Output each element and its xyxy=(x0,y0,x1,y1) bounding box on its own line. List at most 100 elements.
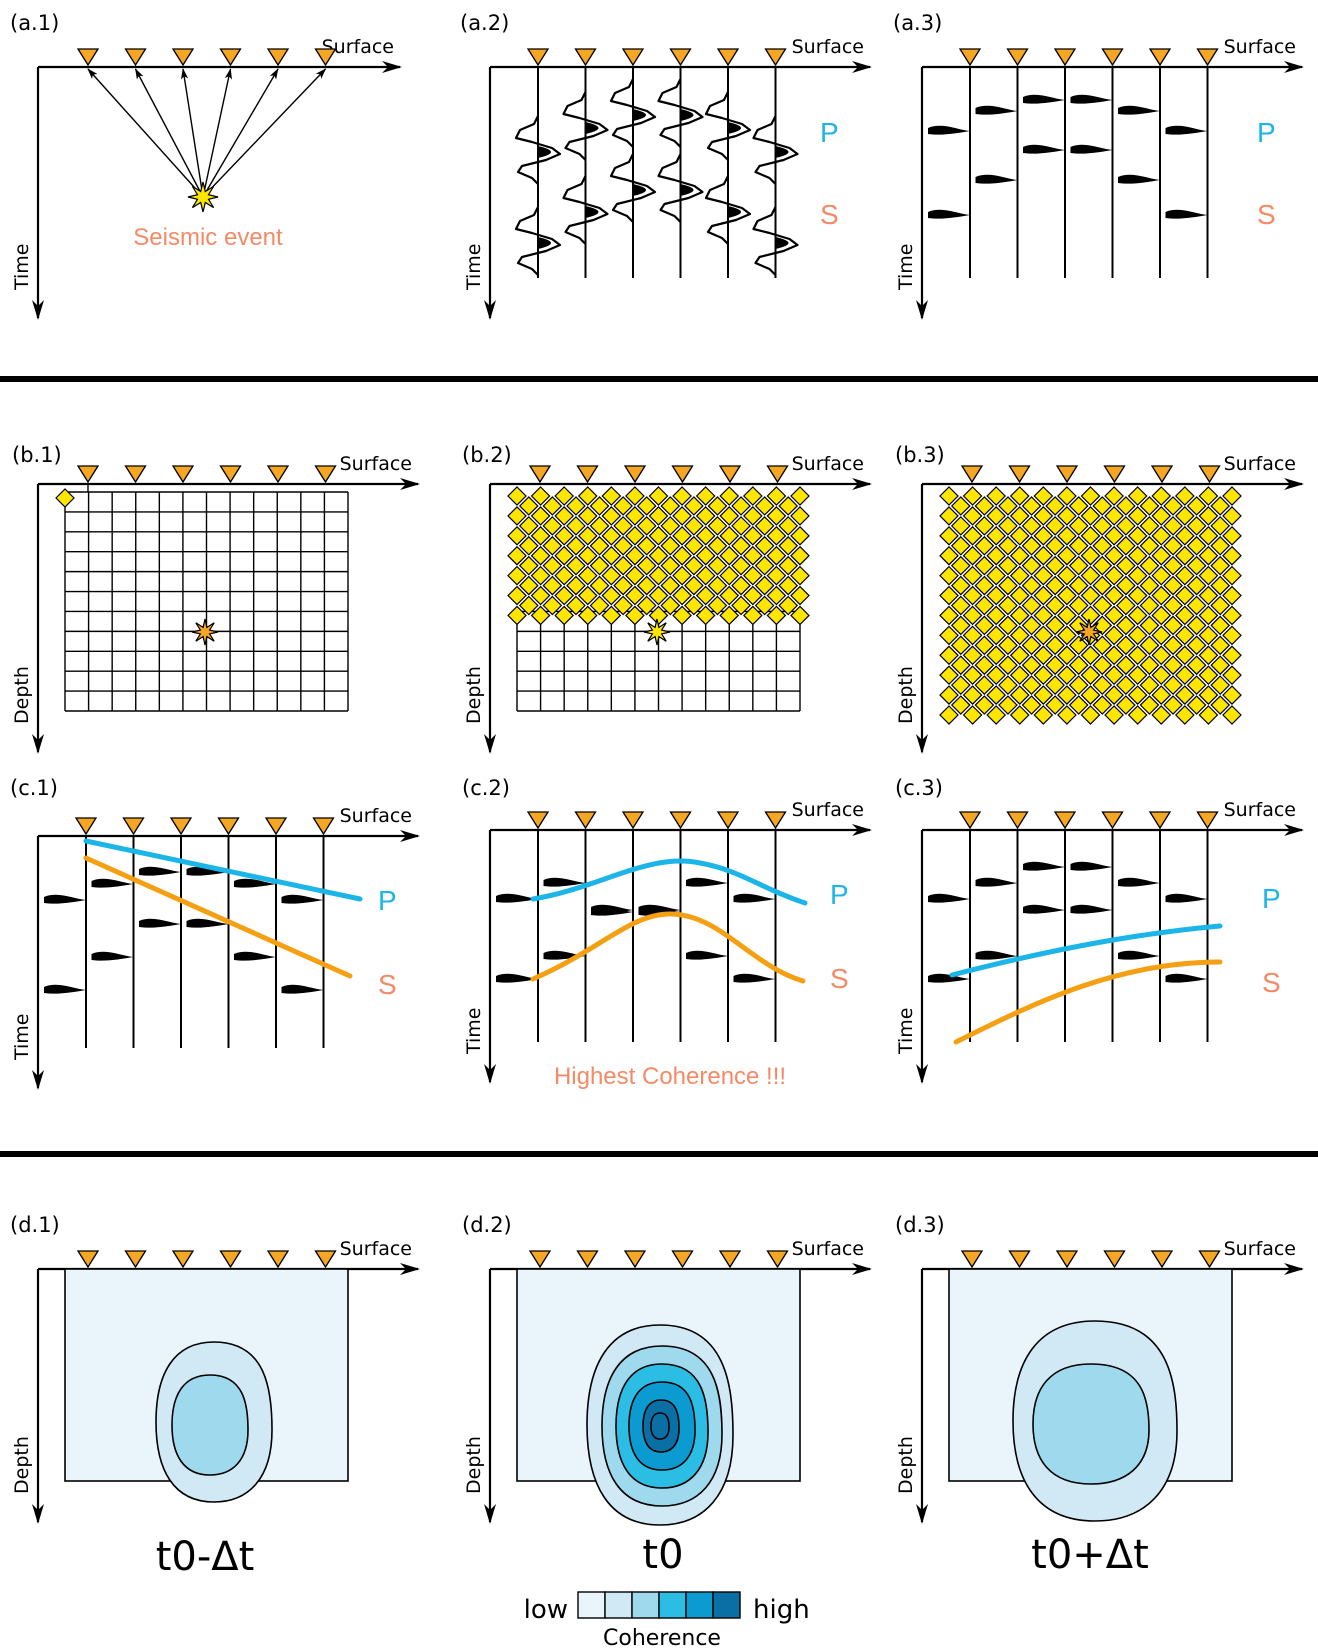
grid-node-diamond-icon xyxy=(1186,695,1207,715)
grid-node-diamond-icon xyxy=(1198,685,1219,705)
grid-node-diamond-icon xyxy=(1174,605,1195,626)
grid-node-diamond-icon xyxy=(1068,675,1089,695)
seismic-wavelet xyxy=(609,153,657,223)
grid-node-diamond-icon xyxy=(1021,695,1042,715)
p-wave-label: P xyxy=(1257,117,1276,148)
grid-node-diamond-icon xyxy=(1057,645,1077,666)
receiver-triangle-icon xyxy=(312,817,335,836)
grid-node-diamond-icon xyxy=(1104,625,1124,646)
grid-node-diamond-icon xyxy=(1045,695,1065,715)
receiver-triangle-icon xyxy=(958,811,982,830)
grid-node-diamond-icon xyxy=(1139,575,1160,596)
grid-node-diamond-icon xyxy=(1045,516,1065,536)
grid-node-diamond-icon xyxy=(1104,645,1124,666)
panel-label-c3: (c.3) xyxy=(895,776,943,800)
seismic-pulse xyxy=(234,878,276,888)
grid-node-diamond-icon xyxy=(1198,486,1219,506)
seismic-wavelet xyxy=(657,78,704,148)
grid-node-diamond-icon xyxy=(778,535,799,556)
grid-node-diamond-icon xyxy=(589,555,610,576)
grid-node-diamond-icon xyxy=(566,535,586,556)
grid-node-diamond-icon xyxy=(731,595,751,616)
grid-node-diamond-icon xyxy=(790,506,810,526)
p-wave-label: P xyxy=(820,117,839,148)
grid-node-diamond-icon xyxy=(1116,635,1136,656)
grid-node-diamond-icon xyxy=(1057,605,1077,626)
s-wave-label: S xyxy=(1262,967,1281,998)
grid-node-diamond-icon xyxy=(1127,565,1148,586)
panel-label-a1: (a.1) xyxy=(10,11,59,35)
receiver-triangle-icon xyxy=(671,1250,694,1269)
grid-node-diamond-icon xyxy=(731,535,751,556)
receiver-triangle-icon xyxy=(1006,811,1029,830)
grid-node-diamond-icon xyxy=(625,545,645,566)
seismic-event-star-icon xyxy=(191,618,219,646)
seismic-pulse xyxy=(1070,904,1113,914)
receiver-triangle-icon xyxy=(718,465,742,484)
depth-axis-label: Depth xyxy=(895,1436,917,1494)
receiver-triangle-icon xyxy=(76,465,100,484)
grid-node-diamond-icon xyxy=(1009,605,1030,626)
grid-node-diamond-icon xyxy=(1092,496,1113,516)
grid-node-diamond-icon xyxy=(962,685,983,705)
seismic-pulse xyxy=(928,893,970,903)
grid-node-diamond-icon xyxy=(1127,506,1148,526)
seismic-pulse xyxy=(1165,893,1208,903)
seismic-pulse xyxy=(44,894,86,904)
seismic-pulse xyxy=(496,973,538,983)
grid-node-diamond-icon xyxy=(1057,565,1077,586)
grid-node-diamond-icon xyxy=(601,585,622,606)
grid-node-diamond-icon xyxy=(695,605,716,626)
ray-path xyxy=(202,68,327,198)
grid-node-diamond-icon xyxy=(1068,595,1089,616)
grid-node-diamond-icon xyxy=(1045,635,1065,656)
grid-node-diamond-icon xyxy=(1033,705,1054,725)
grid-node-diamond-icon xyxy=(766,545,787,566)
seismic-wavelet xyxy=(752,115,799,185)
grid-node-diamond-icon xyxy=(695,506,716,526)
grid-node-diamond-icon xyxy=(1104,506,1124,526)
grid-node-diamond-icon xyxy=(1127,705,1148,725)
receiver-triangle-icon xyxy=(716,48,740,67)
grid-node-diamond-icon xyxy=(1163,496,1183,516)
grid-node-diamond-icon xyxy=(542,496,563,516)
grid-node-diamond-icon xyxy=(684,575,704,596)
receiver-triangle-icon xyxy=(764,811,787,830)
grid-node-diamond-icon xyxy=(962,705,983,725)
receiver-triangle-icon xyxy=(171,1250,195,1269)
seismic-event-star-icon xyxy=(187,181,219,213)
grid-node-diamond-icon xyxy=(672,486,692,506)
grid-node-diamond-icon xyxy=(1068,535,1089,556)
grid-node-diamond-icon xyxy=(1009,545,1030,566)
receiver-triangle-icon xyxy=(764,48,787,67)
grid-node-diamond-icon xyxy=(1163,535,1183,556)
ray-path xyxy=(134,68,204,198)
grid-node-diamond-icon xyxy=(507,565,527,586)
receiver-triangle-icon xyxy=(74,817,98,836)
legend-color-box xyxy=(604,1591,633,1619)
grid-node-diamond-icon xyxy=(1151,525,1172,546)
grid-node-diamond-icon xyxy=(1151,565,1172,586)
grid-node-diamond-icon xyxy=(1009,625,1030,646)
seismic-pulse xyxy=(1165,973,1208,983)
receiver-triangle-icon xyxy=(1148,48,1172,67)
panel-label-b3: (b.3) xyxy=(895,443,945,467)
grid-node-diamond-icon xyxy=(1127,625,1148,646)
grid-node-diamond-icon xyxy=(962,645,983,666)
grid-node-diamond-icon xyxy=(719,565,740,586)
receiver-triangle-icon xyxy=(671,465,694,484)
grid-node-diamond-icon xyxy=(1139,496,1160,516)
grid-node-diamond-icon xyxy=(1009,685,1030,705)
grid-node-diamond-icon xyxy=(1033,625,1054,646)
panel-a3: Surface Time P S xyxy=(895,36,1304,320)
grid-node-diamond-icon xyxy=(1068,635,1089,656)
surface-label: Surface xyxy=(340,1238,412,1260)
grid-node-diamond-icon xyxy=(754,555,775,576)
grid-node-diamond-icon xyxy=(554,585,575,606)
seismic-wavelet xyxy=(704,175,752,245)
grid-node-diamond-icon xyxy=(648,545,669,566)
receiver-triangle-icon xyxy=(718,1250,742,1269)
grid-node-diamond-icon xyxy=(1057,545,1077,566)
grid-node-diamond-icon xyxy=(684,555,704,576)
grid-node-diamond-icon xyxy=(939,585,959,606)
